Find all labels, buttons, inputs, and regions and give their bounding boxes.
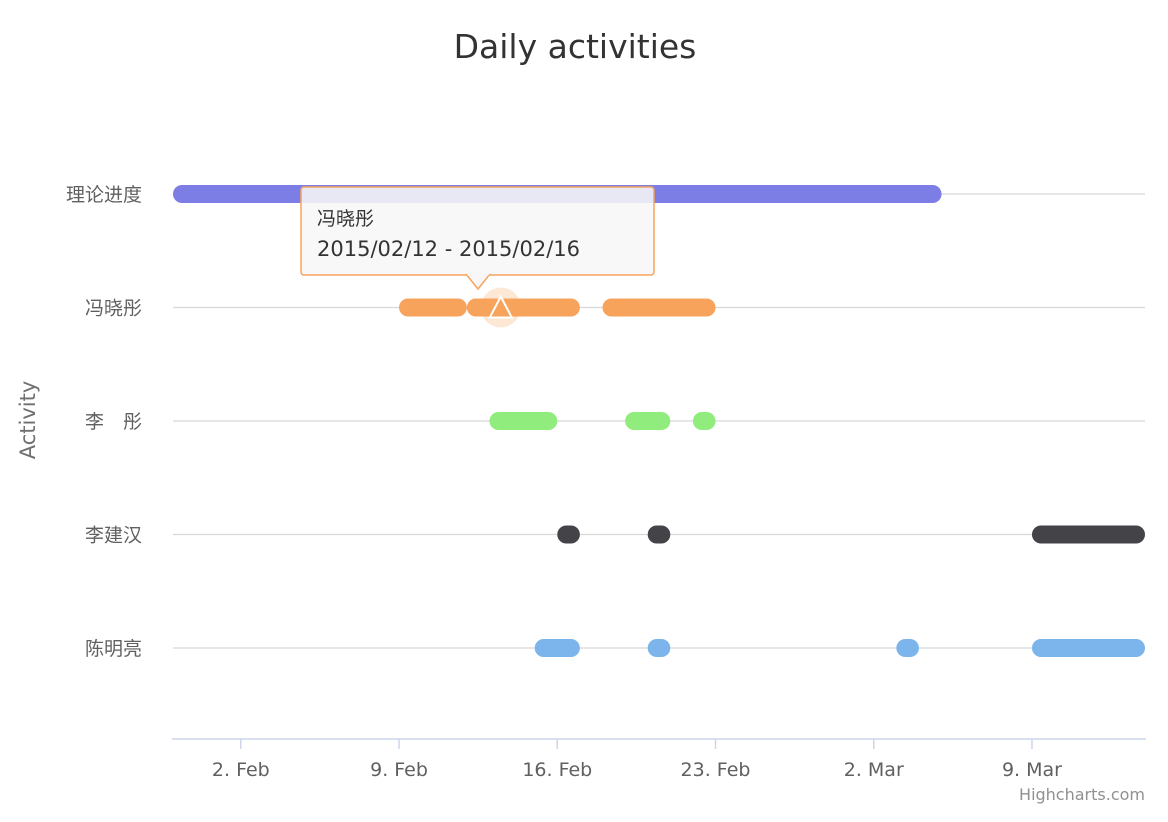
category-label: 李 彤 [85,411,142,433]
range-bar[interactable] [399,298,467,317]
tooltip-box [300,186,655,276]
category-label: 李建汉 [85,525,142,547]
range-bar[interactable] [489,412,558,430]
hover-triangle-marker[interactable] [488,294,514,319]
tooltip: 冯晓彤 2015/02/12 - 2015/02/16 [300,186,655,291]
x-tick-label: 9. Feb [370,759,428,781]
x-tick-label: 23. Feb [681,759,751,781]
x-tick-label: 2. Mar [844,759,904,781]
x-tick-label: 2. Feb [212,759,270,781]
range-bar[interactable] [647,525,671,544]
range-bar[interactable] [557,525,580,544]
hover-marker [480,287,521,328]
chart-title: Daily activities [454,27,697,66]
x-axis: 2. Feb 9. Feb 16. Feb 23. Feb 2. Mar 9. Mar [172,738,1146,781]
tooltip-pointer [465,273,491,291]
range-bar[interactable] [896,639,919,657]
range-bar[interactable] [647,639,671,657]
category-label: 冯晓彤 [85,298,142,320]
range-bar[interactable] [1031,639,1145,657]
range-bar[interactable] [625,412,671,430]
range-bar[interactable] [692,412,716,430]
x-tick-label: 9. Mar [1002,759,1062,781]
range-bar[interactable] [1031,525,1145,544]
range-bar[interactable] [602,298,716,317]
x-tick-label: 16. Feb [522,759,592,781]
range-bar[interactable] [534,639,580,657]
tooltip-date-range: 2015/02/12 - 2015/02/16 [317,237,580,261]
category-label: 陈明亮 [85,638,142,660]
category-label: 理论进度 [66,184,142,206]
credits-link[interactable]: Highcharts.com [1019,785,1145,804]
tooltip-title: 冯晓彤 [317,208,374,230]
y-axis-title: Activity [16,381,40,460]
